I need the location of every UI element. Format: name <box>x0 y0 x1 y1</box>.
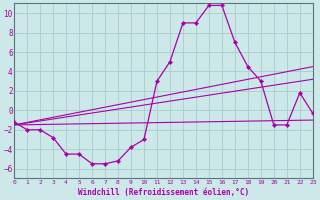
X-axis label: Windchill (Refroidissement éolien,°C): Windchill (Refroidissement éolien,°C) <box>78 188 249 197</box>
